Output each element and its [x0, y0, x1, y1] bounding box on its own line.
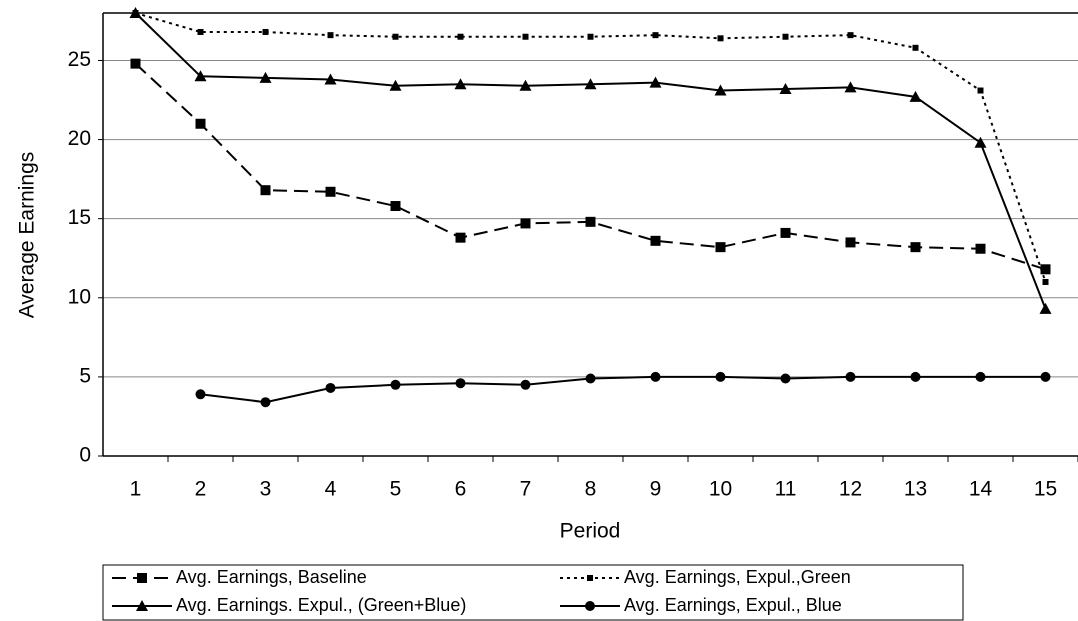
- marker: [845, 371, 856, 382]
- y-tick-label: 5: [79, 364, 91, 387]
- marker: [652, 32, 659, 39]
- x-tick-label: 15: [1034, 478, 1057, 501]
- marker: [584, 78, 597, 90]
- marker: [587, 575, 593, 581]
- marker: [779, 82, 792, 94]
- x-tick-label: 13: [904, 478, 927, 501]
- series-line: [200, 375, 1046, 404]
- marker: [260, 397, 271, 408]
- y-tick-label: 15: [68, 206, 91, 229]
- legend-box: [102, 564, 964, 621]
- x-tick-label: 6: [455, 478, 467, 501]
- x-tick-label: 4: [325, 478, 337, 501]
- marker: [195, 389, 206, 400]
- marker: [587, 33, 594, 40]
- marker: [324, 73, 337, 85]
- marker: [522, 33, 529, 40]
- marker: [259, 71, 272, 83]
- marker: [457, 33, 464, 40]
- marker: [390, 201, 401, 212]
- legend-label: Avg. Earnings, Baseline: [176, 567, 367, 587]
- legend-label: Avg. Earnings. Expul., (Green+Blue): [176, 595, 466, 615]
- marker: [392, 33, 399, 40]
- marker: [845, 237, 856, 248]
- marker: [910, 242, 921, 253]
- x-tick-label: 2: [195, 478, 207, 501]
- legend: Avg. Earnings, Baseline Avg. Earnings, Ex…: [112, 567, 851, 615]
- marker: [780, 373, 791, 384]
- marker: [717, 35, 724, 42]
- marker: [974, 136, 987, 148]
- marker: [715, 242, 726, 253]
- marker: [780, 227, 791, 238]
- marker: [715, 371, 726, 382]
- x-tick-label: 7: [520, 478, 532, 501]
- marker: [649, 76, 662, 88]
- marker: [1039, 302, 1052, 314]
- marker: [909, 90, 922, 102]
- marker: [455, 232, 466, 243]
- marker: [1042, 278, 1049, 285]
- x-tick-label: 1: [130, 478, 142, 501]
- x-tick-label: 9: [650, 478, 662, 501]
- marker: [389, 79, 402, 91]
- marker: [262, 28, 269, 35]
- marker: [454, 78, 467, 90]
- marker: [520, 379, 531, 390]
- y-tick-label: 25: [68, 48, 91, 71]
- marker: [975, 371, 986, 382]
- marker: [782, 33, 789, 40]
- x-tick-label: 5: [390, 478, 402, 501]
- x-tick-label: 14: [969, 478, 993, 501]
- x-tick-label: 11: [775, 478, 797, 501]
- marker: [650, 371, 661, 382]
- marker: [912, 44, 919, 51]
- marker: [585, 373, 596, 384]
- marker: [519, 79, 532, 91]
- marker: [455, 378, 466, 389]
- x-tick-label: 3: [260, 478, 272, 501]
- marker: [130, 58, 141, 69]
- marker: [650, 235, 661, 246]
- marker: [129, 7, 142, 18]
- marker: [325, 186, 336, 197]
- marker: [844, 81, 857, 93]
- y-tick-label: 20: [68, 127, 91, 150]
- marker: [847, 32, 854, 39]
- marker: [325, 382, 336, 393]
- series-line: [134, 62, 1046, 271]
- series-line: [134, 12, 1047, 310]
- x-tick-label: 10: [709, 478, 732, 501]
- marker: [910, 371, 921, 382]
- marker: [260, 185, 271, 196]
- marker: [975, 243, 986, 254]
- marker: [1040, 371, 1051, 382]
- series-line: [135, 12, 1047, 283]
- marker: [585, 216, 596, 227]
- marker: [977, 87, 984, 94]
- marker: [197, 28, 204, 35]
- y-tick-label: 10: [68, 285, 91, 308]
- marker: [195, 118, 206, 129]
- marker: [137, 573, 147, 583]
- marker: [194, 70, 207, 82]
- marker: [390, 379, 401, 390]
- x-tick-label: 8: [585, 478, 597, 501]
- x-tick-label: 12: [839, 478, 862, 501]
- marker: [1040, 264, 1051, 275]
- marker: [520, 218, 531, 229]
- marker: [714, 84, 727, 96]
- marker: [585, 601, 595, 611]
- legend-label: Avg. Earnings, Expul., Blue: [624, 595, 842, 615]
- x-axis-label: Period: [560, 520, 621, 543]
- y-axis-label: Average Earnings: [16, 152, 39, 319]
- marker: [136, 600, 148, 611]
- marker: [327, 32, 334, 39]
- y-tick-label: 0: [79, 444, 91, 467]
- legend-label: Avg. Earnings, Expul.,Green: [624, 567, 851, 587]
